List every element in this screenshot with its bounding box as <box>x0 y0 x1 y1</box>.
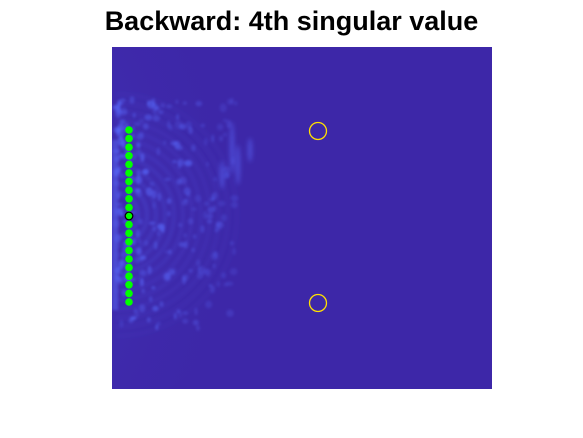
sensor-dot <box>125 289 133 298</box>
sensor-dot <box>125 263 133 272</box>
sensor-dot <box>125 255 133 263</box>
sensor-dot <box>125 160 133 169</box>
sensor-array <box>124 126 134 306</box>
sensor-dot <box>125 143 133 151</box>
chart-title: Backward: 4th singular value <box>104 6 479 36</box>
sensor-dot <box>125 220 133 229</box>
wave-streaks <box>219 122 253 189</box>
sensor-dot <box>125 195 133 203</box>
wave-pattern <box>112 47 253 389</box>
wave-edge <box>112 140 118 310</box>
target-circle <box>308 121 328 141</box>
sensor-dot <box>125 126 133 134</box>
sensor-dot-highlighted <box>124 211 134 221</box>
target-markers <box>308 121 328 313</box>
sensor-dot <box>125 246 133 255</box>
sensor-dot <box>125 134 133 143</box>
sensor-dot <box>125 229 133 237</box>
sensor-dot <box>125 281 133 289</box>
sensor-dot <box>125 298 133 306</box>
wave-arcs <box>115 92 239 338</box>
sensor-dot <box>125 169 133 177</box>
sensor-dot <box>125 152 133 160</box>
sensor-dot <box>125 186 133 194</box>
target-circle <box>308 293 328 313</box>
sensor-dot <box>125 203 133 212</box>
sensor-dot <box>125 272 133 281</box>
sensor-dot <box>125 177 133 186</box>
sensor-dot <box>125 238 133 246</box>
